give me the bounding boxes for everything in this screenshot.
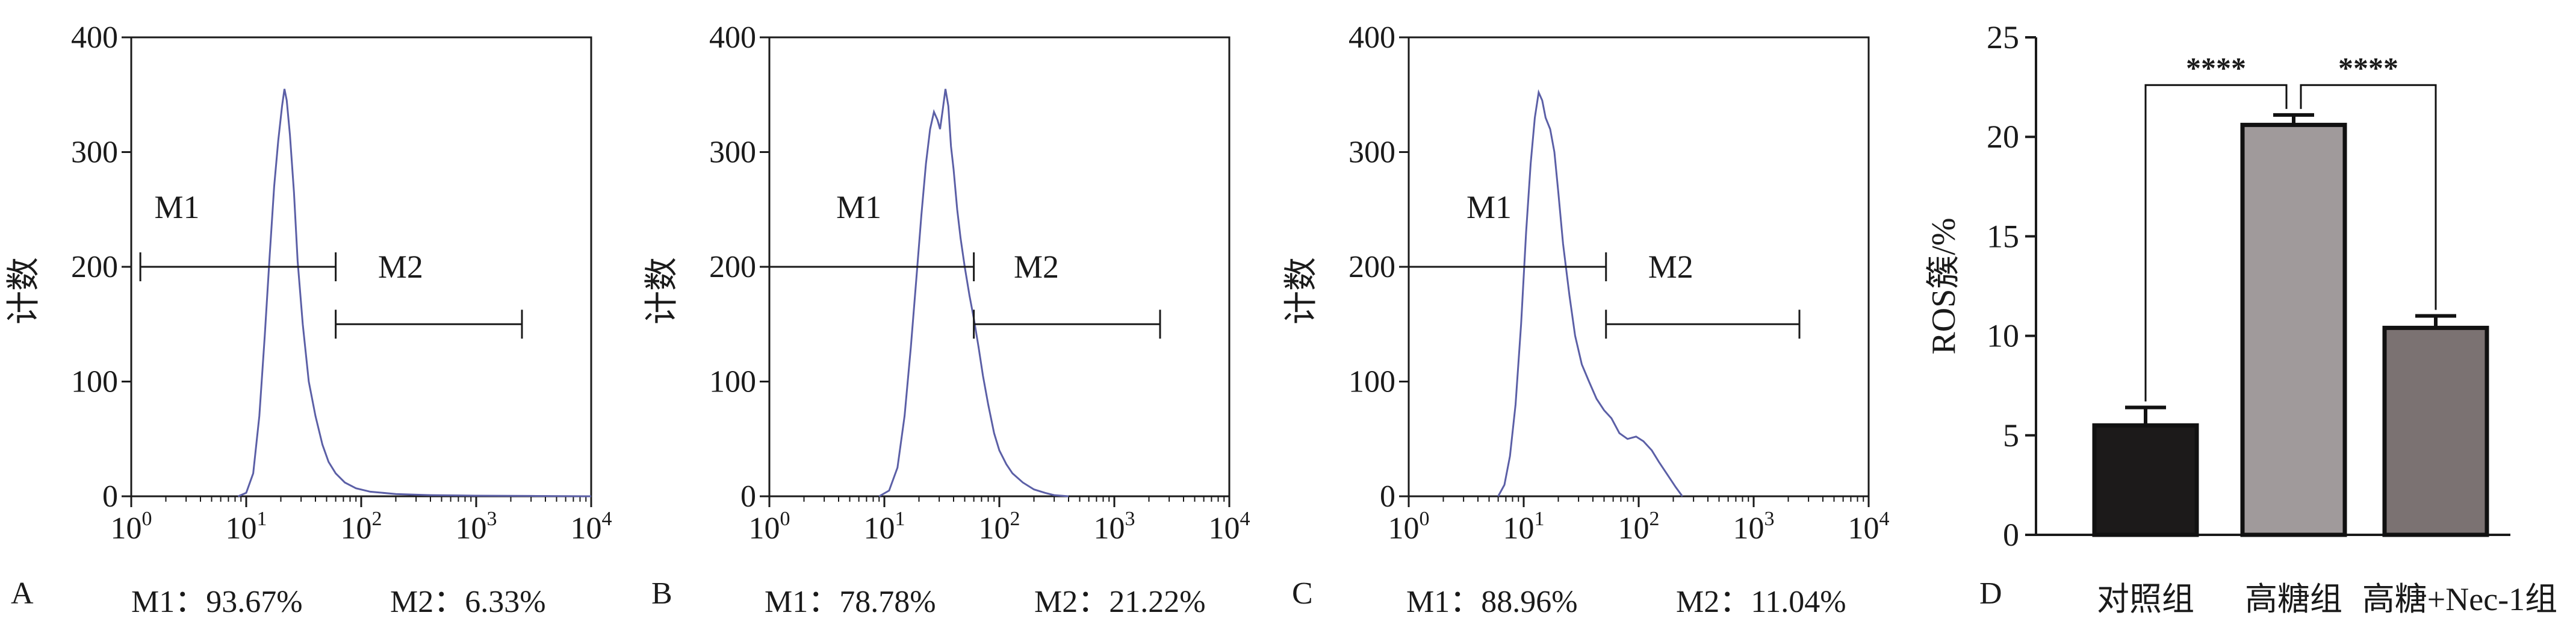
significance-label: ****	[2186, 51, 2246, 84]
x-tick-label: 103	[1733, 508, 1775, 546]
gate-m2-label: M2	[378, 249, 423, 285]
y-tick-label: 400	[1349, 20, 1395, 55]
panel-a-m1-percent: M1：93.67%	[131, 585, 303, 619]
x-tick-label: 104	[1209, 508, 1250, 546]
y-tick-label: 200	[71, 250, 118, 284]
x-tick-label: 104	[571, 508, 612, 546]
y-tick-label: 15	[1987, 218, 2019, 254]
x-tick-label: 103	[456, 508, 497, 546]
y-axis-label: ROS簇/%	[1925, 217, 1963, 354]
x-tick-label: 100	[749, 508, 790, 546]
y-tick-label: 400	[709, 20, 756, 55]
gate-m1-label: M1	[1466, 189, 1512, 225]
bar-2	[2240, 122, 2347, 537]
panel-a-letter: A	[11, 576, 34, 611]
bar-3	[2382, 325, 2489, 537]
significance-label: ****	[2338, 51, 2398, 84]
x-tick-label: 102	[1618, 508, 1660, 546]
gate-m1-label: M1	[154, 189, 199, 225]
y-tick-label: 100	[71, 365, 118, 399]
x-tick-label: 104	[1848, 508, 1890, 546]
x-tick-label: 101	[226, 508, 267, 546]
y-tick-label: 25	[1987, 19, 2019, 55]
category-label: 对照组	[2097, 581, 2194, 617]
y-tick-label: 100	[709, 365, 756, 399]
histogram-curve	[1497, 89, 1683, 497]
x-tick-label: 101	[1503, 508, 1545, 546]
x-tick-label: 102	[979, 508, 1020, 546]
panel-a-m2-percent: M2：6.33%	[390, 585, 546, 619]
panel-b-m2-percent: M2：21.22%	[1034, 585, 1206, 619]
histogram-curve	[237, 89, 592, 497]
panel-c-m2-percent: M2：11.04%	[1676, 585, 1846, 619]
x-tick-label: 101	[864, 508, 905, 546]
panel-c-m1-percent: M1：88.96%	[1406, 585, 1578, 619]
y-axis-label: 计数	[644, 257, 681, 325]
x-tick-label: 103	[1094, 508, 1135, 546]
y-tick-label: 10	[1987, 318, 2019, 354]
y-tick-label: 200	[1349, 250, 1395, 284]
bar-1	[2092, 423, 2199, 537]
gate-m2-label: M2	[1014, 249, 1059, 285]
category-label: 高糖组	[2245, 581, 2342, 617]
panel-d-letter: D	[1979, 576, 2002, 611]
y-tick-label: 0	[740, 479, 756, 514]
y-tick-label: 300	[1349, 136, 1395, 170]
y-tick-label: 400	[71, 20, 118, 55]
significance-bracket	[2300, 84, 2437, 310]
panel-b-letter: B	[651, 576, 672, 611]
y-tick-label: 100	[1349, 365, 1395, 399]
x-tick-label: 100	[111, 508, 152, 546]
x-tick-label: 100	[1388, 508, 1430, 546]
y-tick-label: 0	[102, 479, 118, 514]
panel-b-m1-percent: M1：78.78%	[765, 585, 936, 619]
panel-c-letter: C	[1292, 576, 1313, 611]
gate-m1-label: M1	[836, 189, 881, 225]
y-tick-label: 5	[2003, 417, 2019, 454]
y-tick-label: 200	[709, 250, 756, 284]
x-tick-label: 102	[341, 508, 382, 546]
gate-m2-label: M2	[1648, 249, 1693, 285]
y-axis-label: 计数	[5, 257, 43, 325]
significance-bracket	[2144, 84, 2288, 402]
y-tick-label: 0	[1380, 479, 1395, 514]
y-tick-label: 20	[1987, 119, 2019, 155]
y-axis-label: 计数	[1283, 257, 1320, 325]
histogram-curve	[878, 89, 1069, 497]
category-label: 高糖+Nec-1组	[2362, 581, 2557, 617]
bar-chart-panel-d: 0 5 10 15 20 25 ROS簇/% 对照组 高糖组 高糖+Nec-1组 **** ****	[1925, 19, 2557, 617]
y-tick-label: 300	[709, 136, 756, 170]
y-tick-label: 0	[2003, 517, 2019, 553]
y-tick-label: 300	[71, 136, 118, 170]
